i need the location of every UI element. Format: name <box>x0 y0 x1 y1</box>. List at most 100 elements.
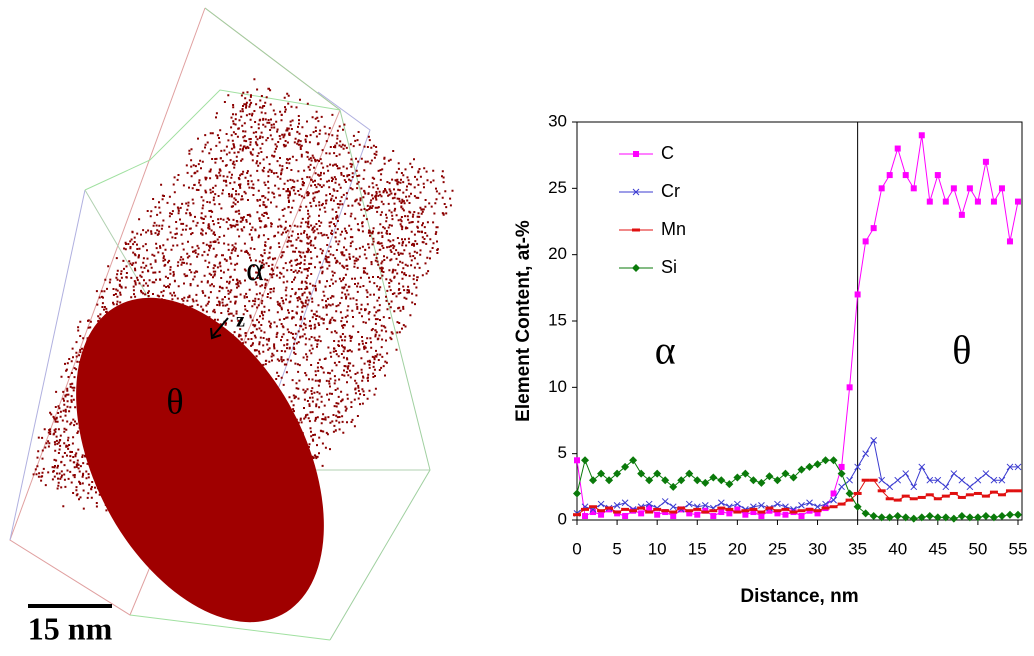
marker <box>670 513 677 520</box>
box-edge <box>259 91 371 441</box>
marker <box>638 510 645 517</box>
marker <box>1014 463 1022 471</box>
marker <box>741 469 750 478</box>
marker <box>821 456 830 465</box>
marker <box>669 503 677 511</box>
marker <box>597 500 605 508</box>
phase-label: θ <box>166 381 183 421</box>
plot-area <box>576 121 1023 521</box>
marker <box>918 463 926 471</box>
marker <box>981 512 990 521</box>
x-tick-label: 15 <box>688 539 707 558</box>
marker <box>718 509 725 516</box>
marker <box>957 512 966 521</box>
marker <box>613 502 621 509</box>
marker <box>765 472 774 481</box>
phase-label: α <box>246 251 264 288</box>
y-tick-label: 15 <box>548 310 567 329</box>
y-tick-label: 20 <box>548 244 567 263</box>
y-tick-label: 5 <box>558 443 567 462</box>
marker <box>1013 510 1022 519</box>
marker <box>734 500 741 508</box>
marker <box>581 456 590 465</box>
marker <box>902 172 909 179</box>
marker <box>632 188 640 196</box>
marker <box>622 513 629 520</box>
marker <box>846 384 853 391</box>
marker <box>918 132 925 139</box>
marker <box>798 502 805 509</box>
marker <box>965 513 974 522</box>
scale-bar-label: 15 nm <box>28 610 113 646</box>
marker <box>990 198 997 205</box>
marker <box>934 172 941 179</box>
marker <box>814 510 821 517</box>
marker <box>733 473 742 482</box>
marker <box>974 198 981 205</box>
y-axis-title: Element Content, at-% <box>513 220 534 422</box>
marker <box>942 483 950 491</box>
marker <box>910 483 918 491</box>
marker <box>633 151 639 157</box>
marker <box>758 502 765 509</box>
marker <box>758 513 765 520</box>
annotation: α <box>655 327 676 372</box>
x-tick-label: 50 <box>968 539 987 558</box>
x-tick-label: 45 <box>928 539 947 558</box>
x-tick-label: 30 <box>808 539 827 558</box>
y-tick-label: 0 <box>558 509 567 528</box>
marker <box>830 496 837 504</box>
marker <box>629 456 638 465</box>
marker <box>726 510 733 517</box>
marker <box>886 483 894 491</box>
marker <box>982 470 990 477</box>
marker <box>966 185 973 192</box>
marker <box>597 469 606 478</box>
marker <box>782 511 789 518</box>
marker <box>717 476 726 485</box>
marker <box>701 478 710 487</box>
marker <box>1005 510 1014 519</box>
marker <box>910 185 917 192</box>
marker <box>861 509 870 518</box>
marker <box>669 482 678 491</box>
marker <box>934 476 942 484</box>
marker <box>925 512 934 521</box>
marker <box>749 476 758 485</box>
marker <box>998 185 1005 192</box>
marker <box>830 490 837 497</box>
marker <box>621 499 629 507</box>
theta-precipitate <box>76 297 324 623</box>
marker <box>637 469 646 478</box>
y-tick-label: 25 <box>548 178 567 197</box>
marker <box>870 437 878 444</box>
reconstruction <box>9 7 454 641</box>
marker <box>1014 198 1021 205</box>
marker <box>846 476 853 484</box>
marker <box>645 476 654 485</box>
marker <box>862 238 869 245</box>
marker <box>632 264 640 272</box>
axis-arrow <box>212 317 229 337</box>
marker <box>909 514 918 523</box>
marker <box>789 473 798 482</box>
box-edge <box>84 89 341 191</box>
marker <box>621 462 630 471</box>
marker <box>902 470 910 477</box>
marker <box>806 499 813 507</box>
marker <box>798 513 805 520</box>
marker <box>813 460 822 469</box>
chart: 0 5 10 15 20 25 30 0 5 10 15 20 25 30 35 40 45 50 55 Distan… <box>513 111 1027 607</box>
marker <box>645 500 653 508</box>
marker <box>774 510 781 517</box>
marker <box>949 514 958 523</box>
series-line <box>576 458 1018 520</box>
marker <box>926 198 933 205</box>
box-edge <box>9 189 86 541</box>
legend-label: C <box>661 143 674 163</box>
marker <box>998 476 1006 484</box>
marker <box>693 476 702 485</box>
marker <box>686 510 693 517</box>
marker <box>933 513 942 522</box>
marker <box>694 511 701 518</box>
